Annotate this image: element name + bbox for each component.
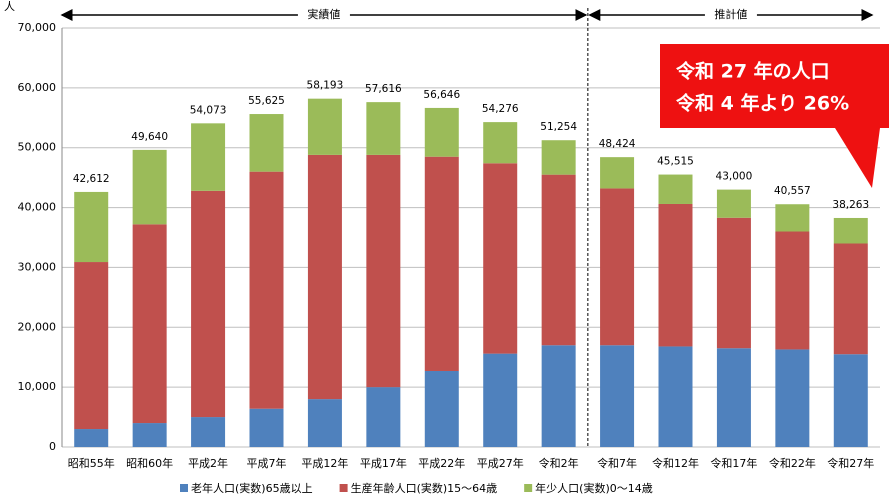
total-label: 54,276	[482, 103, 519, 115]
bar-segment	[541, 174, 576, 346]
x-tick-label: 平成22年	[418, 456, 465, 470]
bar-segment	[600, 157, 635, 189]
bar-segment	[541, 345, 576, 447]
annotation-text: 令和 4 年より 26%	[676, 92, 849, 115]
bar-segment	[366, 102, 401, 155]
x-tick-label: 令和22年	[769, 456, 816, 470]
bar-segment	[658, 346, 693, 447]
x-tick-label: 令和17年	[710, 456, 757, 470]
y-tick-label: 60,000	[18, 81, 57, 94]
period-label-bg	[297, 7, 350, 23]
annotation-text: 令和 27 年の人口	[676, 60, 830, 83]
total-label: 40,557	[774, 185, 811, 197]
total-label: 42,612	[73, 173, 110, 185]
bar-segment	[74, 429, 109, 447]
bar-segment	[191, 190, 226, 418]
total-label: 45,515	[657, 156, 694, 168]
y-tick-label: 10,000	[18, 380, 57, 393]
total-label: 55,625	[248, 95, 285, 107]
bar-segment	[307, 399, 342, 447]
bar-segment	[483, 122, 518, 164]
y-tick-label: 40,000	[18, 201, 57, 214]
total-label: 43,000	[716, 171, 753, 183]
bar-segment	[74, 262, 109, 430]
bar-segment	[600, 188, 635, 346]
x-tick-label: 令和12年	[652, 456, 699, 470]
bar-segment	[366, 154, 401, 388]
total-label: 38,263	[832, 199, 869, 211]
bar-segment	[132, 224, 167, 424]
bar-segment	[132, 423, 167, 447]
bar-segment	[775, 231, 810, 350]
x-tick-label: 令和2年	[539, 456, 579, 470]
y-tick-label: 20,000	[18, 320, 57, 333]
period-label: 実績値	[307, 7, 340, 21]
bar-segment	[775, 349, 810, 447]
bar-segment	[833, 217, 868, 244]
period-label-bg	[704, 7, 757, 23]
bar-segment	[307, 98, 342, 155]
bar-segment	[191, 417, 226, 447]
legend-swatch	[180, 484, 188, 492]
bar-segment	[307, 154, 342, 400]
bar-segment	[716, 348, 751, 447]
x-tick-label: 令和27年	[827, 456, 874, 470]
bar-segment	[833, 243, 868, 355]
x-tick-label: 令和7年	[597, 456, 637, 470]
bar-segment	[249, 114, 284, 172]
unit-label: 人	[4, 0, 15, 13]
x-tick-label: 平成7年	[247, 456, 287, 470]
bar-segment	[74, 191, 109, 263]
x-tick-label: 平成2年	[188, 456, 228, 470]
bar-segment	[132, 149, 167, 225]
total-label: 57,616	[365, 83, 402, 95]
y-tick-label: 50,000	[18, 141, 57, 154]
bar-segment	[191, 123, 226, 191]
x-tick-label: 昭和60年	[126, 456, 173, 470]
total-label: 54,073	[190, 104, 227, 116]
bar-segment	[424, 107, 459, 157]
x-tick-label: 昭和55年	[68, 456, 115, 470]
y-tick-label: 70,000	[18, 21, 57, 34]
x-tick-label: 平成12年	[301, 456, 348, 470]
bar-segment	[833, 354, 868, 447]
total-label: 49,640	[131, 131, 168, 143]
bar-segment	[600, 345, 635, 447]
legend-label: 生産年齢人口(実数)15～64歳	[351, 481, 498, 495]
total-label: 48,424	[599, 138, 636, 150]
legend-label: 年少人口(実数)0～14歳	[535, 481, 653, 495]
bar-segment	[775, 204, 810, 232]
y-tick-label: 30,000	[18, 260, 57, 273]
bar-segment	[716, 189, 751, 218]
bar-segment	[424, 370, 459, 447]
period-label: 推計値	[714, 7, 747, 21]
x-tick-label: 平成17年	[360, 456, 407, 470]
bar-segment	[483, 163, 518, 354]
bar-segment	[483, 353, 518, 447]
legend-swatch	[524, 484, 533, 492]
legend-swatch	[339, 484, 348, 492]
bar-segment	[658, 174, 693, 204]
bar-segment	[716, 217, 751, 349]
bar-segment	[424, 156, 459, 371]
legend-label: 老年人口(実数)65歳以上	[191, 481, 313, 495]
bar-segment	[658, 203, 693, 347]
bar-segment	[249, 171, 284, 409]
total-label: 58,193	[307, 80, 344, 92]
total-label: 56,646	[423, 89, 460, 101]
total-label: 51,254	[540, 121, 577, 133]
bar-segment	[541, 140, 576, 175]
x-tick-label: 平成27年	[477, 456, 524, 470]
bar-segment	[249, 408, 284, 447]
y-tick-label: 0	[49, 440, 56, 453]
annotation-box	[660, 44, 889, 188]
bar-segment	[366, 387, 401, 447]
